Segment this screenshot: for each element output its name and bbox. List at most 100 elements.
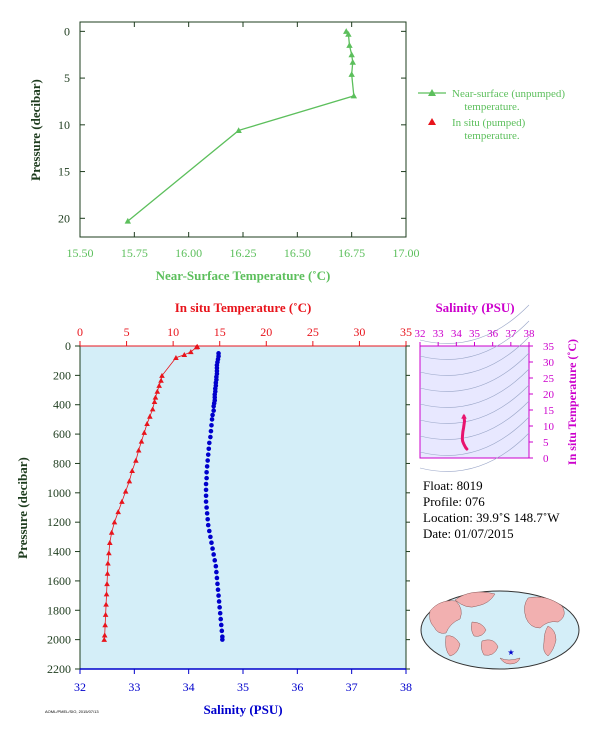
sal-tick-label: 32 — [74, 680, 86, 694]
temperature-point — [152, 394, 159, 400]
legend-near-surface-label: Near-surface (unpumped) — [452, 88, 565, 100]
near-surface-point — [235, 127, 242, 133]
sal-tick-label: 37 — [346, 680, 358, 694]
temperature-point — [108, 529, 115, 535]
salinity-point — [208, 428, 214, 434]
salinity-point — [205, 522, 211, 528]
ts-sal-tick-label: 32 — [415, 328, 426, 340]
legend-in-situ-label: In situ (pumped) — [452, 117, 526, 129]
ts-temp-tick-label: 20 — [543, 389, 555, 401]
density-contour — [419, 384, 530, 424]
sal-tick-label: 38 — [400, 680, 412, 694]
temp-tick-label: 35 — [400, 325, 412, 339]
pressure-tick-label: 1200 — [47, 515, 71, 529]
temp-tick-label: 15 — [214, 325, 226, 339]
density-contour — [419, 432, 530, 472]
x-tick-label: 16.00 — [175, 246, 202, 260]
profile-bottom-axis-label: Salinity (PSU) — [203, 702, 282, 717]
salinity-point — [210, 546, 215, 551]
temperature-point — [159, 372, 165, 378]
salinity-point — [203, 493, 209, 499]
near-surface-point — [348, 51, 355, 58]
temp-tick-label: 10 — [167, 325, 179, 339]
temp-tick-label: 30 — [353, 325, 365, 339]
footer-credit: AOML/PMEL/SIO, 2015/07/13 — [45, 709, 99, 714]
pressure-tick-label: 1600 — [47, 574, 71, 588]
y-tick-label: 10 — [58, 118, 70, 132]
salinity-point — [207, 528, 212, 534]
temperature-point — [111, 519, 118, 525]
date: Date: 01/07/2015 — [423, 526, 514, 541]
temperature-point — [158, 377, 164, 383]
salinity-point — [209, 422, 214, 428]
temperature-point — [129, 467, 135, 474]
pressure-tick-label: 0 — [65, 339, 71, 353]
profile-id: Profile: 076 — [423, 494, 485, 509]
temperature-point — [106, 550, 112, 556]
near-surface-chart: 15.50 15.75 16.00 16.25 16.50 16.75 17.00 0 5 10… — [28, 21, 420, 283]
x-tick-label: 15.75 — [121, 246, 148, 260]
near-surface-point — [349, 58, 356, 65]
salinity-point — [203, 499, 209, 504]
profile-chart: 0 5 10 15 20 25 30 35 32 33 34 35 36 37 38 0 200 400 600 80… — [15, 300, 412, 717]
temperature-point — [122, 488, 129, 494]
ts-sal-tick-label: 34 — [451, 328, 463, 340]
pressure-tick-label: 600 — [53, 427, 71, 441]
y-tick-label: 0 — [64, 24, 70, 38]
ts-temp-tick-label: 0 — [543, 453, 549, 465]
temp-tick-label: 5 — [124, 325, 130, 339]
world-map: ★ — [420, 590, 580, 670]
ts-sal-tick-label: 37 — [505, 328, 517, 340]
temperature-point — [104, 570, 111, 576]
temp-tick-label: 25 — [307, 325, 319, 339]
near-surface-y-label: Pressure (decibar) — [28, 79, 43, 181]
salinity-point — [204, 475, 209, 481]
temperature-point — [188, 349, 194, 355]
temperature-point — [138, 438, 145, 444]
temperature-point — [126, 478, 133, 484]
map-marker-star-icon: ★ — [507, 648, 514, 657]
salinity-point — [204, 505, 209, 510]
ts-temp-tick-label: 25 — [543, 373, 555, 385]
ts-temp-tick-label: 10 — [543, 421, 555, 433]
temperature-point — [104, 581, 110, 587]
salinity-point — [218, 622, 224, 628]
temperature-point — [115, 509, 121, 515]
temperature-point — [133, 457, 139, 463]
temperature-point — [103, 601, 109, 607]
salinity-point — [219, 628, 225, 634]
ts-diagram: 32 33 34 35 36 37 38 0 5 10 15 20 25 30 35 Salinity (P… — [415, 300, 579, 472]
salinity-point — [217, 610, 223, 616]
temperature-point — [156, 382, 162, 388]
y-tick-label: 20 — [58, 211, 70, 225]
density-contour — [419, 368, 530, 408]
salinity-point — [208, 434, 213, 440]
density-contour — [419, 416, 530, 456]
ts-sal-tick-label: 36 — [487, 328, 499, 340]
pressure-tick-label: 1400 — [47, 545, 71, 559]
temp-tick-label: 20 — [260, 325, 272, 339]
salinity-point — [207, 440, 212, 446]
salinity-point — [210, 412, 215, 418]
sal-tick-label: 35 — [237, 680, 249, 694]
temperature-point — [101, 632, 108, 638]
profile-plot-area — [79, 345, 407, 670]
legend-triangle-icon — [428, 89, 436, 96]
temperature-point — [151, 398, 158, 405]
legend-in-situ-label2: temperature. — [464, 130, 520, 142]
pressure-tick-label: 2200 — [47, 662, 71, 676]
salinity-point — [205, 458, 210, 463]
temperature-point — [181, 352, 188, 358]
temperature-point — [102, 611, 109, 617]
salinity-point — [216, 599, 222, 604]
salinity-point — [215, 581, 220, 587]
salinity-point — [204, 469, 209, 475]
legend: Near-surface (unpumped) temperature. In … — [418, 88, 565, 142]
temperature-point — [102, 622, 108, 628]
ts-temp-tick-label: 15 — [543, 405, 555, 417]
density-contour — [419, 304, 530, 344]
pressure-tick-label: 800 — [53, 456, 71, 470]
temperature-point — [147, 413, 153, 419]
pressure-tick-label: 1000 — [47, 486, 71, 500]
